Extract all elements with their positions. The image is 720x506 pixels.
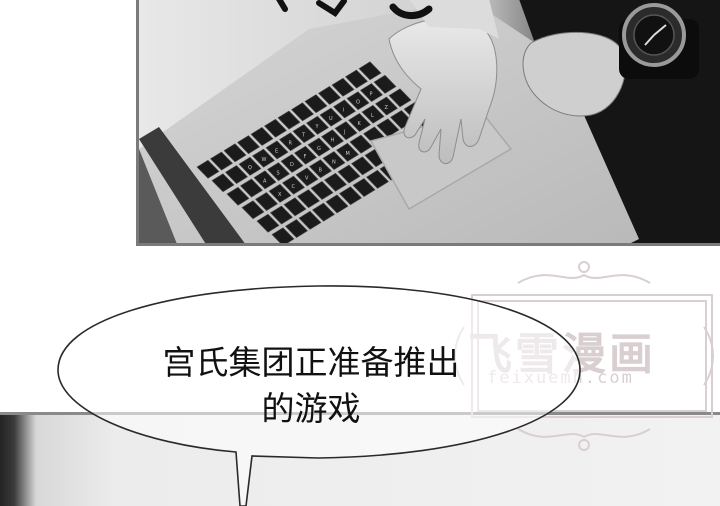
bubble-line-2: 的游戏 — [261, 389, 361, 428]
keyboard-key — [292, 124, 316, 143]
keyboard-key — [265, 140, 289, 160]
keyboard-key — [351, 156, 374, 176]
keyboard-key — [225, 165, 248, 184]
keyboard-key — [264, 118, 287, 138]
keyboard-key — [271, 227, 295, 243]
keyboard-key — [267, 162, 290, 182]
keyboard-key — [297, 189, 320, 209]
keyboard-key-label: A — [263, 179, 267, 185]
keyboard-key-label: S — [277, 170, 280, 176]
keyboard-key-label: R — [289, 141, 293, 147]
keyboard-key-label: Y — [315, 124, 320, 130]
keyboard-key — [361, 104, 385, 124]
keyboard-key — [282, 175, 305, 195]
keyboard-key — [279, 132, 302, 152]
keyboard-key — [295, 167, 319, 187]
keyboard-key-label: H — [331, 138, 335, 144]
keyboard-key — [348, 113, 371, 132]
keyboard-key — [268, 183, 292, 203]
keyboard-key — [339, 186, 362, 206]
keyboard-key — [310, 181, 334, 200]
keyboard-key-label: E — [275, 149, 278, 155]
keyboard-key — [270, 205, 293, 225]
keyboard-key-label: V — [305, 176, 309, 182]
keyboard-key-label: M — [346, 151, 350, 157]
bubble-line-1: 宫氏集团正准备推出 — [162, 343, 460, 382]
keyboard-key — [337, 164, 361, 184]
keyboard-key-label: B — [319, 168, 323, 174]
keyboard-key — [360, 83, 383, 102]
keyboard-key-label: Q — [248, 165, 252, 171]
keyboard-key — [223, 143, 247, 163]
keyboard-key — [304, 94, 328, 114]
keyboard-key-label: L — [371, 113, 374, 119]
keyboard-key-label: X — [278, 192, 282, 198]
hand-left — [522, 31, 626, 117]
keyboard-key — [277, 110, 301, 130]
keyboard-key — [291, 102, 314, 122]
keyboard-key — [226, 186, 250, 206]
keyboard-key — [238, 156, 262, 176]
keyboard-key — [319, 107, 343, 127]
keyboard-key-label: K — [358, 121, 362, 127]
keyboard-key — [253, 170, 277, 190]
keyboard-key — [294, 145, 317, 165]
wristwatch — [619, 3, 699, 79]
keyboard-key — [358, 61, 382, 81]
keyboard-key — [237, 135, 260, 155]
keyboard-key — [250, 127, 274, 146]
keyboard-key — [306, 115, 329, 135]
keyboard-key — [210, 151, 233, 171]
keyboard-key — [252, 148, 275, 168]
keyboard-key-label: N — [332, 159, 336, 165]
keyboard-key — [373, 74, 397, 94]
keyboard-key — [241, 200, 265, 220]
keyboard-key-label: C — [292, 184, 296, 190]
keyboard-key — [336, 142, 359, 162]
keyboard-key — [325, 194, 349, 214]
keyboard-key — [331, 77, 355, 97]
laptop-panel: Q W E R T Y U I O P A S D F G H J K L Z X C V B N M — [136, 0, 720, 246]
keyboard-key — [388, 88, 412, 108]
keyboard-key — [283, 197, 307, 217]
laptop-scene-illustration: Q W E R T Y U I O P A S D F G H J K L Z X C V B N M — [139, 0, 720, 243]
keyboard-key — [196, 159, 220, 179]
keyboard-key — [333, 99, 356, 119]
keyboard-key — [321, 129, 344, 149]
keyboard-key — [346, 91, 370, 111]
keyboard-key-label: P — [370, 91, 373, 97]
keyboard-key-label: D — [290, 162, 294, 168]
keyboard-key — [298, 210, 322, 230]
keyboard-key — [352, 178, 376, 197]
keyboard-key-label: U — [329, 116, 333, 122]
keyboard-key — [375, 96, 398, 116]
keyboard-key — [376, 118, 400, 138]
keyboard-key-label: T — [301, 132, 306, 138]
keyboard-key-label: J — [343, 129, 345, 135]
keyboard-key — [349, 134, 373, 154]
keyboard-key-label: G — [317, 146, 321, 152]
keyboard-key — [211, 173, 235, 193]
keyboard-key — [307, 137, 331, 157]
speech-bubble-text: 宫氏集团正准备推出 的游戏 — [96, 340, 526, 432]
keyboard-key — [309, 159, 332, 179]
keyboard-key-label: Z — [385, 105, 389, 111]
keyboard-key — [366, 169, 389, 189]
keyboard-key — [345, 69, 368, 89]
keyboard-key — [285, 219, 308, 238]
keyboard-key-label: O — [356, 100, 360, 106]
keyboard-key — [280, 154, 304, 173]
keyboard-key — [322, 151, 346, 170]
keyboard-key — [334, 121, 358, 141]
keyboard-key — [324, 172, 347, 192]
keyboard-key — [318, 86, 341, 105]
keyboard-key-label: F — [304, 154, 307, 160]
keyboard-key — [312, 202, 335, 222]
keyboard-key-label: W — [262, 157, 267, 163]
keyboard-key — [255, 192, 278, 211]
keyboard-key-label: I — [343, 108, 344, 114]
keyboard-key — [256, 213, 280, 233]
keyboard-key — [240, 178, 263, 198]
